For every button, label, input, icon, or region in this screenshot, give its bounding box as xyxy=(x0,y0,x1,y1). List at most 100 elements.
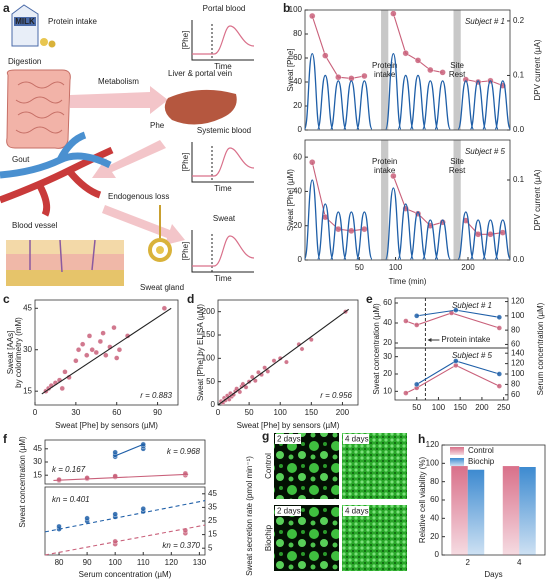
event-label: Protein intake xyxy=(441,335,490,344)
point xyxy=(114,355,120,361)
x-tick-label: 150 xyxy=(305,408,319,417)
y2-tick-label: 0.1 xyxy=(513,175,525,184)
dpv-peak xyxy=(422,219,439,260)
skin-duct xyxy=(29,239,96,273)
mini-axis-label: Time xyxy=(214,274,232,283)
dpv-peak xyxy=(482,219,499,260)
mini-axis xyxy=(191,142,254,183)
x-axis-label: Sweat [Phe] by sensors (µM) xyxy=(55,421,158,430)
y-axis-label: Sweat [AAs] xyxy=(6,331,15,375)
dpv-peak xyxy=(434,219,451,260)
band-label: Protein xyxy=(372,61,397,70)
point xyxy=(116,347,123,353)
y-tick-label: 100 xyxy=(289,5,303,14)
image-label-bg xyxy=(343,506,369,516)
plot-frame xyxy=(217,299,359,406)
y-tick-label: 10 xyxy=(383,386,392,395)
annotation: Subject # 5 xyxy=(452,351,493,360)
label: Metabolism xyxy=(98,77,139,86)
x-tick-label: 50 xyxy=(412,403,421,412)
point xyxy=(427,66,434,74)
point xyxy=(112,449,118,456)
mini-axis xyxy=(191,230,254,273)
y-tick-label: 30 xyxy=(23,345,32,354)
y2-tick-label: 5 xyxy=(208,543,213,552)
y-tick-label: 80 xyxy=(430,477,439,486)
y-tick-label: 15 xyxy=(23,386,32,395)
point xyxy=(335,225,342,233)
y-tick-label: 60 xyxy=(293,152,302,161)
y2-axis-label: DPV current (µA) xyxy=(533,169,542,230)
point xyxy=(414,381,420,388)
y-tick-label: 20 xyxy=(430,532,439,541)
annotation: kn = 0.401 xyxy=(52,495,90,504)
series-line xyxy=(44,500,206,533)
annotation: Subject # 1 xyxy=(452,301,492,310)
image-label: 4 days xyxy=(345,435,369,444)
x-tick-label: 200 xyxy=(461,263,475,272)
y-tick-label: 20 xyxy=(293,221,302,230)
y2-axis-label: DPV current (µA) xyxy=(533,39,542,100)
x-tick-label: 250 xyxy=(497,403,511,412)
mini-axis-label: [Phe] xyxy=(181,153,190,172)
dpv-peak xyxy=(343,80,360,130)
panel-letter: b xyxy=(283,1,290,15)
mini-chart-title: Systemic blood xyxy=(197,126,251,135)
legend-label: Control xyxy=(468,446,494,455)
intestine-fold xyxy=(15,81,65,134)
mini-axis-label: Time xyxy=(214,62,232,71)
panel-letter: h xyxy=(418,432,425,446)
point xyxy=(348,227,355,235)
dpv-peak xyxy=(494,80,512,130)
dpv-peak xyxy=(303,52,321,130)
artery xyxy=(0,146,114,217)
y-tick-label: 30 xyxy=(33,457,42,466)
y2-axis-label: Serum concentration (µM) xyxy=(536,302,545,395)
x-tick-label: 90 xyxy=(83,558,92,567)
dpv-peak xyxy=(422,80,439,130)
label: Protein intake xyxy=(48,17,97,26)
x-tick-label: 0 xyxy=(216,408,221,417)
dpv-peak xyxy=(356,80,373,130)
y-tick-label: 60 xyxy=(293,53,302,62)
shaded-band xyxy=(381,140,389,260)
y-tick-label: 60 xyxy=(383,298,392,307)
point xyxy=(496,314,503,320)
x-tick-label: 150 xyxy=(454,403,468,412)
band-label: Rest xyxy=(449,166,466,175)
image-label-bg xyxy=(275,506,301,516)
point xyxy=(84,352,90,358)
dpv-peak xyxy=(303,179,321,260)
food xyxy=(40,38,48,46)
dpv-peak xyxy=(385,52,402,130)
panel-letter: c xyxy=(3,292,10,306)
point xyxy=(111,324,117,331)
y-tick-label: 120 xyxy=(426,440,440,449)
dpv-peak xyxy=(397,203,414,260)
dpv-peak xyxy=(457,211,475,260)
y-tick-label: 60 xyxy=(430,495,439,504)
band-label: intake xyxy=(374,166,396,175)
point xyxy=(93,349,99,356)
x-tick-label: 100 xyxy=(432,403,446,412)
y-tick-label: 0 xyxy=(435,550,440,559)
dpv-peak xyxy=(409,74,427,130)
y2-tick-label: 100 xyxy=(511,369,525,378)
y2-tick-label: 35 xyxy=(208,503,217,512)
y-tick-label: 0 xyxy=(211,400,216,409)
x-axis-label: Serum concentration (µM) xyxy=(79,570,172,579)
dpv-peak xyxy=(469,219,487,260)
dpv-peak xyxy=(317,203,334,260)
point xyxy=(271,358,277,364)
y-tick-label: 15 xyxy=(33,470,42,479)
x-tick-label: 120 xyxy=(165,558,179,567)
x-tick-label: 50 xyxy=(355,263,364,272)
skin-layer xyxy=(6,240,124,254)
mini-axis-label: [Phe] xyxy=(181,242,190,261)
annotation: Subject # 1 xyxy=(465,17,505,26)
mini-curve xyxy=(192,147,255,177)
y-tick-label: 45 xyxy=(33,444,42,453)
image-label: 2 days xyxy=(277,435,301,444)
point xyxy=(309,159,316,166)
point xyxy=(140,506,146,512)
